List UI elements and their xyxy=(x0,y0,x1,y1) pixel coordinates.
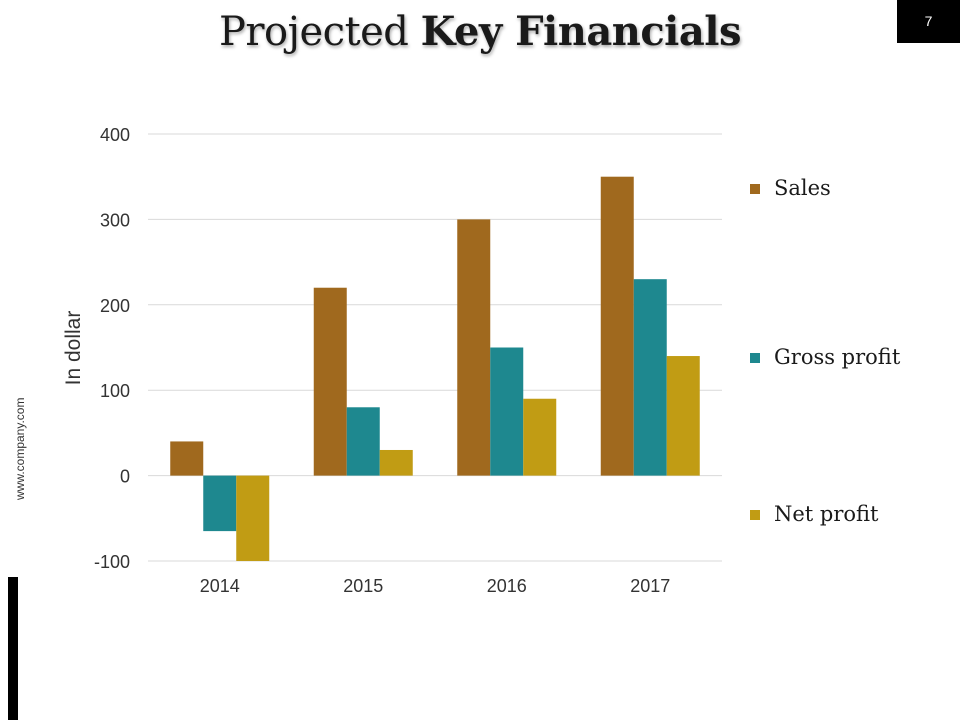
bar-gross-profit-2015 xyxy=(346,407,380,476)
side-accent-bar xyxy=(8,577,18,720)
bar-net-profit-2016 xyxy=(523,398,557,476)
x-tick-label: 2016 xyxy=(487,576,527,596)
legend-swatch-net-profit xyxy=(750,510,760,520)
y-tick-label: 100 xyxy=(100,381,130,401)
legend-swatch-gross-profit xyxy=(750,353,760,363)
x-tick-label: 2015 xyxy=(343,576,383,596)
bar-sales-2016 xyxy=(457,219,491,476)
bar-sales-2017 xyxy=(600,176,634,476)
title-bold: Key Financials xyxy=(420,8,742,55)
legend-label-gross-profit: Gross profit xyxy=(774,345,901,369)
bars xyxy=(170,176,700,561)
bar-gross-profit-2017 xyxy=(633,279,667,476)
x-tick-label: 2017 xyxy=(630,576,670,596)
bar-sales-2015 xyxy=(313,287,347,476)
page-number-badge: 7 xyxy=(897,0,960,43)
y-axis-ticks: -100 0 100 200 300 400 xyxy=(94,125,130,572)
legend-label-net-profit: Net profit xyxy=(774,502,879,526)
y-tick-label: 200 xyxy=(100,296,130,316)
y-tick-label: 400 xyxy=(100,125,130,145)
y-axis-label: In dollar xyxy=(62,311,85,386)
legend-swatch-sales xyxy=(750,184,760,194)
x-tick-label: 2014 xyxy=(200,576,240,596)
bar-sales-2014 xyxy=(170,441,204,476)
page-number: 7 xyxy=(924,13,933,29)
y-tick-label: 300 xyxy=(100,210,130,230)
y-tick-label: 0 xyxy=(120,467,130,487)
y-tick-label: -100 xyxy=(94,552,130,572)
title-regular: Projected xyxy=(218,9,421,55)
bar-gross-profit-2016 xyxy=(490,347,524,476)
bar-gross-profit-2014 xyxy=(203,475,237,532)
slide-title: Projected Key Financials xyxy=(0,8,960,55)
bar-net-profit-2017 xyxy=(666,356,700,476)
bar-net-profit-2015 xyxy=(379,449,413,476)
legend-label-sales: Sales xyxy=(774,176,831,200)
x-axis-ticks: 2014 2015 2016 2017 xyxy=(200,576,671,596)
bar-net-profit-2014 xyxy=(236,475,270,561)
